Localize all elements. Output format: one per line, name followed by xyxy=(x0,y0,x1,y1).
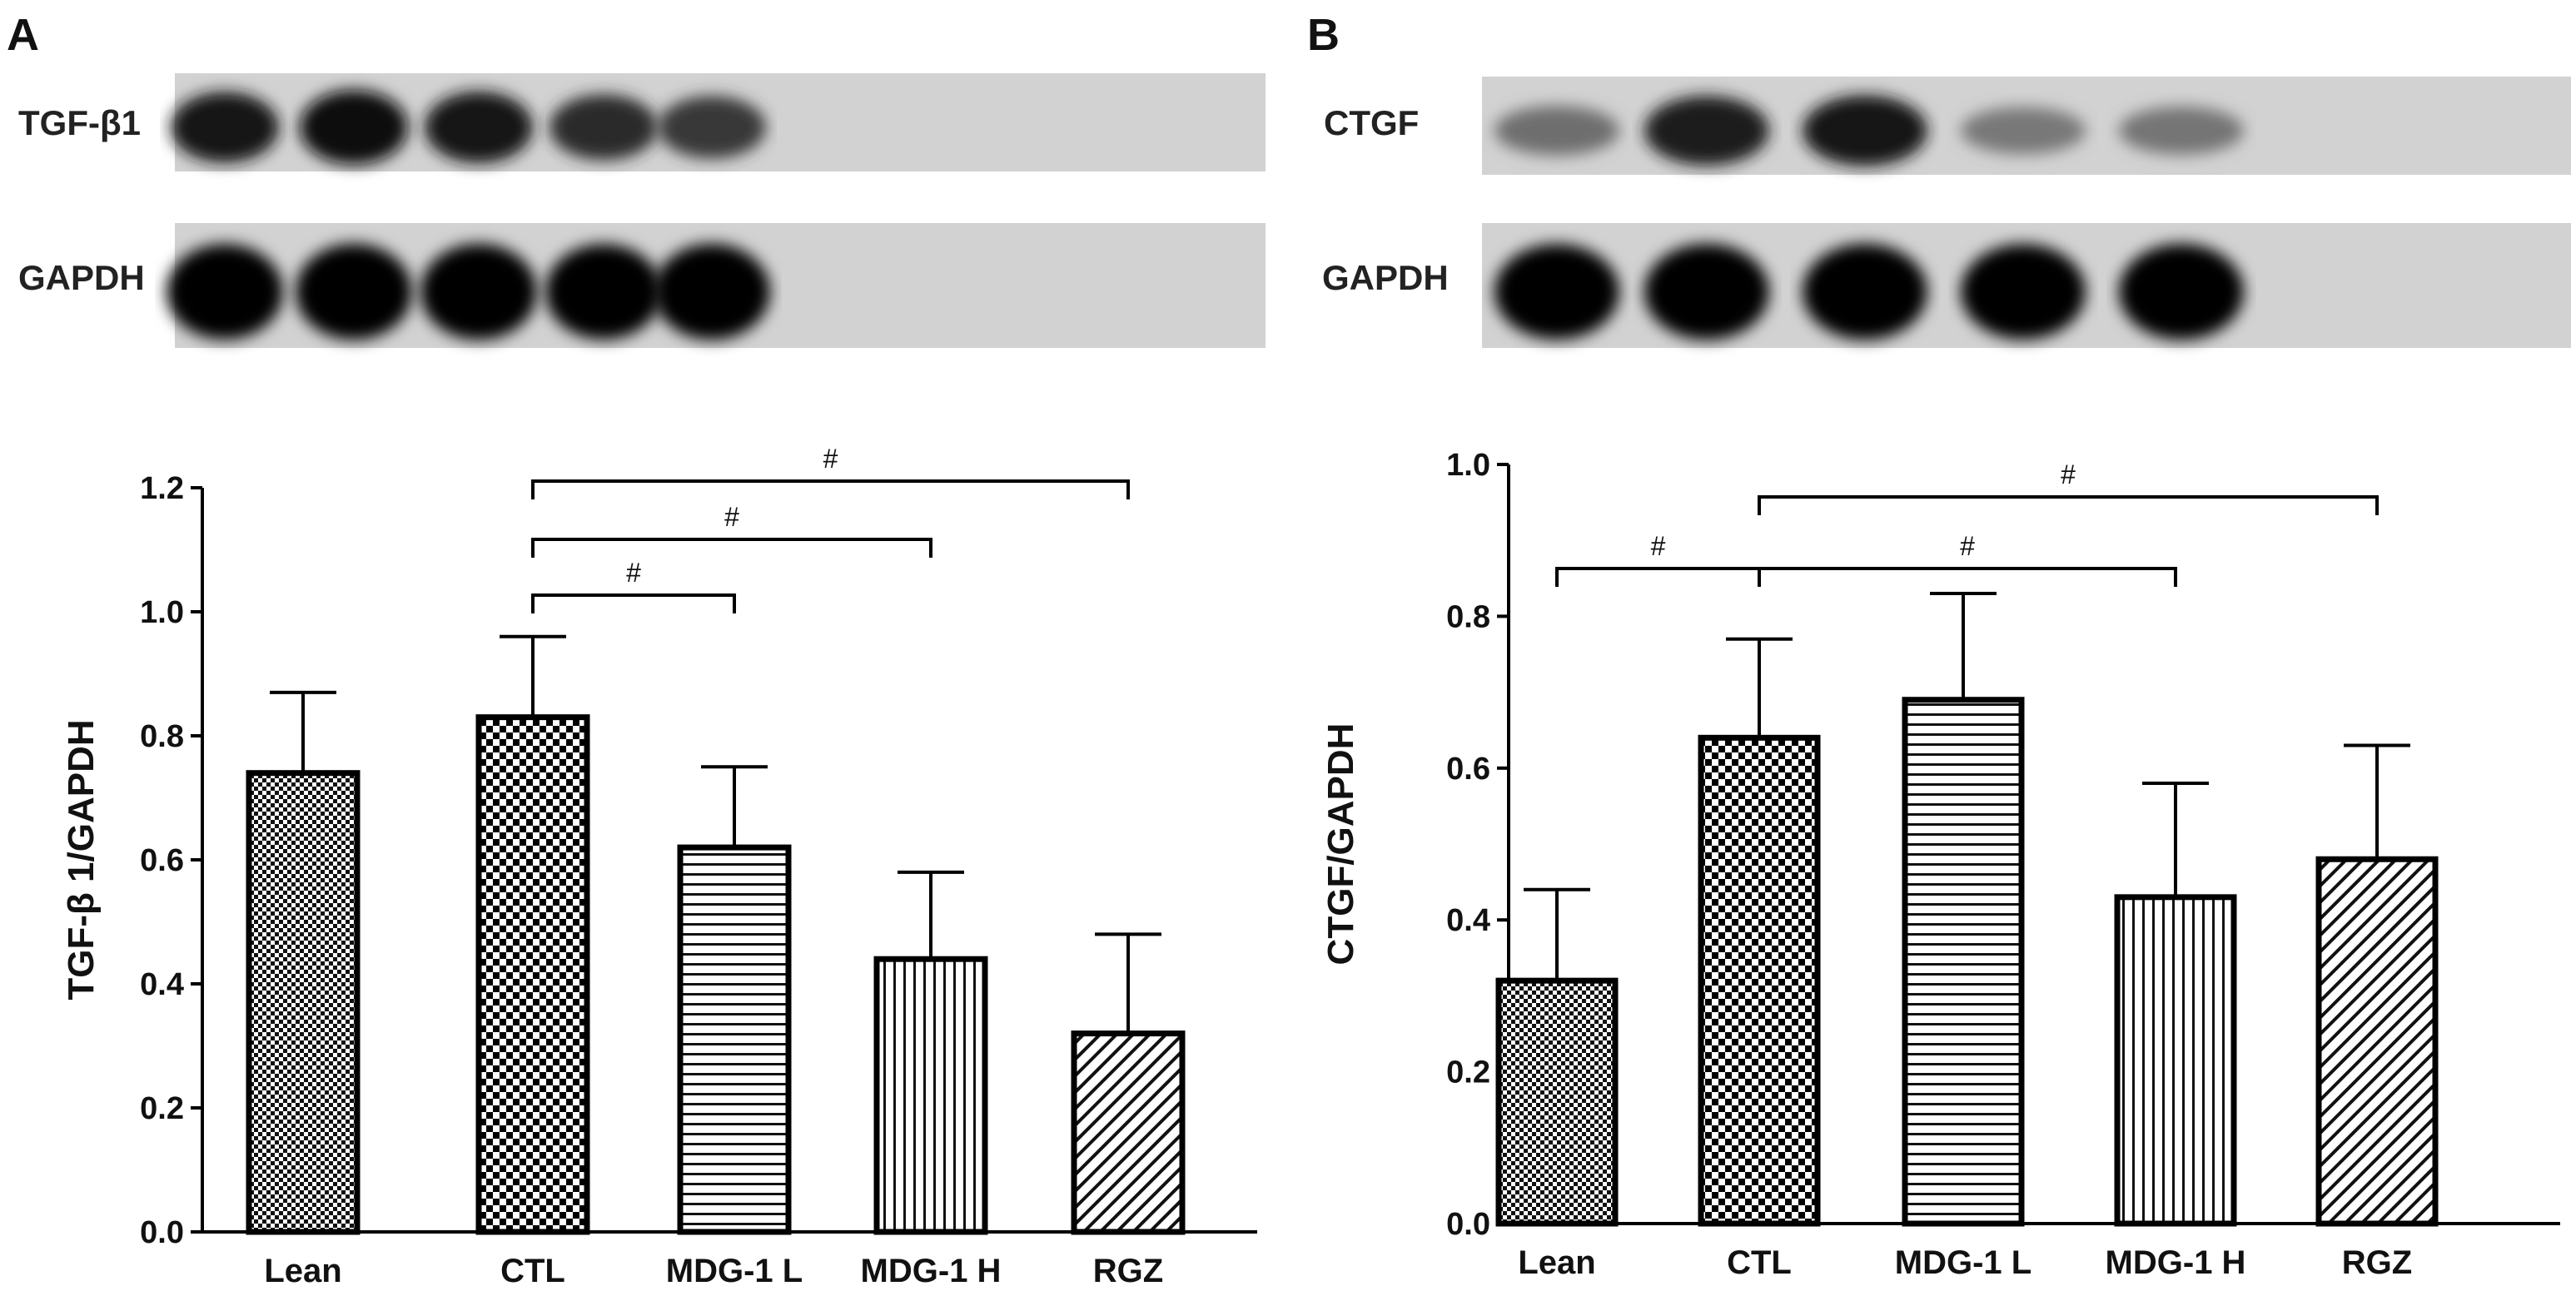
x-category-label: CTL xyxy=(500,1253,565,1289)
x-category-label: MDG-1 H xyxy=(861,1253,1002,1289)
x-category-label: MDG-1 L xyxy=(1895,1244,2031,1281)
x-category-label: MDG-1 L xyxy=(666,1253,803,1289)
blot-band-2 xyxy=(1644,96,1769,166)
bar-mdg-1-h xyxy=(873,956,988,1235)
significance-bracket: # xyxy=(531,444,1130,499)
y-tick-label: 0.0 xyxy=(1446,1207,1490,1242)
western-blot-gapdh-a xyxy=(167,223,1266,348)
blot-band-1 xyxy=(1494,106,1619,156)
blot-label-b-gapdh: GAPDH xyxy=(1322,258,1449,297)
western-blot-gapdh-b xyxy=(1482,223,2571,348)
y-tick-label: 0.8 xyxy=(1446,599,1490,634)
significance-marker: # xyxy=(1960,531,1975,561)
bar-mdg-1-h xyxy=(2114,894,2237,1227)
y-tick-label: 1.2 xyxy=(140,471,184,506)
blot-band-5 xyxy=(654,243,770,340)
blot-band-1 xyxy=(1494,244,1619,340)
blot-band-2 xyxy=(300,90,408,165)
blot-band-3 xyxy=(1803,95,1927,166)
y-tick-label: 0.6 xyxy=(1446,752,1490,787)
blot-band-3 xyxy=(425,91,533,163)
x-category-label: RGZ xyxy=(2342,1244,2412,1281)
significance-bracket: # xyxy=(531,558,736,613)
significance-marker: # xyxy=(724,502,739,532)
y-axis-label: CTGF/GAPDH xyxy=(1320,723,1361,966)
bar-rgz xyxy=(2315,856,2439,1227)
significance-marker: # xyxy=(2061,459,2076,489)
x-category-label: Lean xyxy=(264,1253,341,1289)
significance-marker: # xyxy=(1651,531,1666,561)
y-tick-label: 0.4 xyxy=(140,967,184,1002)
western-blot-tgf-beta1 xyxy=(171,73,1266,171)
y-tick-label: 0.6 xyxy=(140,843,184,878)
y-tick-label: 0.0 xyxy=(140,1215,184,1250)
blot-band-3 xyxy=(1803,243,1927,340)
western-blot-ctgf xyxy=(1482,77,2571,175)
bar-lean xyxy=(246,770,361,1235)
significance-marker: # xyxy=(626,558,641,588)
bar-rgz xyxy=(1071,1030,1186,1235)
significance-bracket: # xyxy=(1555,531,1761,587)
panel-letter-b: B xyxy=(1307,10,1340,60)
blot-label-b-target: CTGF xyxy=(1324,103,1419,142)
blot-band-1 xyxy=(171,92,279,163)
x-category-label: MDG-1 H xyxy=(2106,1244,2246,1281)
blot-band-4 xyxy=(545,244,662,340)
bar-ctl xyxy=(475,714,590,1235)
y-tick-label: 1.0 xyxy=(1446,448,1490,483)
blot-label-a-target: TGF-β1 xyxy=(18,103,141,142)
blot-band-4 xyxy=(1961,244,2086,340)
blot-band-1 xyxy=(167,244,283,340)
bar-chart-ctgf: 0.0 0.2 0.4 0.6 0.8 1.0 CTGF/GAPDH Lean CTL MDG-1… xyxy=(1320,448,2560,1281)
y-tick-label: 0.4 xyxy=(1446,903,1490,938)
y-tick-label: 0.8 xyxy=(140,719,184,754)
blot-band-5 xyxy=(2119,106,2244,155)
blot-band-4 xyxy=(1961,107,2086,155)
x-category-label: CTL xyxy=(1727,1244,1792,1281)
panel-letter-a: A xyxy=(7,10,39,60)
blot-band-5 xyxy=(658,96,766,159)
y-axis-label: TGF-β 1/GAPDH xyxy=(61,719,102,1000)
y-tick-label: 0.2 xyxy=(1446,1055,1490,1090)
blot-band-2 xyxy=(1644,243,1769,340)
blot-band-2 xyxy=(296,243,412,340)
y-tick-label: 0.2 xyxy=(140,1091,184,1126)
blot-label-a-gapdh: GAPDH xyxy=(18,258,145,297)
x-category-label: Lean xyxy=(1518,1244,1595,1281)
bar-chart-tgf-beta1: 0.0 0.2 0.4 0.6 0.8 1.0 1.2 TGF-β 1/GAPDH Lean CT… xyxy=(61,444,1257,1289)
blot-band-4 xyxy=(550,94,658,161)
significance-bracket: # xyxy=(1758,459,2379,515)
bar-mdg-1-l xyxy=(1902,697,2025,1227)
significance-marker: # xyxy=(823,444,838,474)
bar-lean xyxy=(1495,977,1619,1227)
bar-mdg-1-l xyxy=(677,844,792,1235)
significance-bracket: # xyxy=(531,502,932,558)
blot-band-5 xyxy=(2119,243,2244,340)
significance-bracket: # xyxy=(1758,531,2177,587)
y-tick-label: 1.0 xyxy=(140,595,184,630)
bar-ctl xyxy=(1698,734,1821,1227)
blot-band-3 xyxy=(420,243,537,340)
x-category-label: RGZ xyxy=(1093,1253,1163,1289)
